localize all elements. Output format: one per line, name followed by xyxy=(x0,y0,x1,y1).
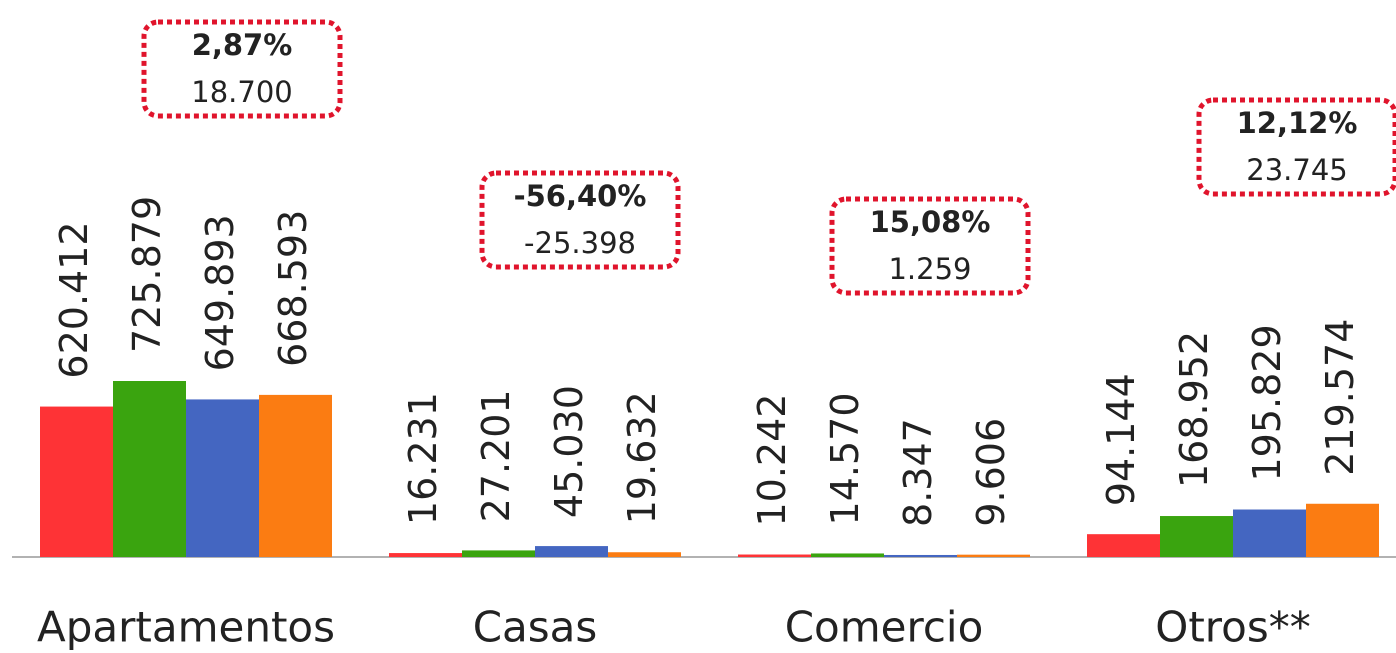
annotation-change: -25.398 xyxy=(524,226,636,260)
value-label: 14.570 xyxy=(823,392,867,525)
bar xyxy=(40,406,113,557)
bar xyxy=(957,554,1030,557)
value-label: 649.893 xyxy=(198,214,242,371)
annotation-pct: -56,40% xyxy=(514,179,647,213)
value-label: 16.231 xyxy=(401,392,445,525)
annotation-change: 1.259 xyxy=(888,252,971,286)
bar xyxy=(608,552,681,557)
bar xyxy=(389,553,462,557)
value-label: 620.412 xyxy=(52,221,96,378)
value-label: 219.574 xyxy=(1318,319,1362,476)
bar xyxy=(738,554,811,557)
annotation-change: 18.700 xyxy=(191,75,292,109)
annotation-box xyxy=(1196,97,1396,197)
bar xyxy=(1087,534,1160,557)
bar xyxy=(113,381,186,557)
value-label: 668.593 xyxy=(271,210,315,367)
bar xyxy=(811,553,884,557)
value-label: 195.829 xyxy=(1245,324,1289,481)
category-label: Casas xyxy=(473,603,598,652)
bar xyxy=(884,554,957,557)
value-label: 10.242 xyxy=(750,394,794,527)
bar xyxy=(186,399,259,557)
value-label: 9.606 xyxy=(969,418,1013,527)
value-label: 725.879 xyxy=(125,196,169,353)
bar xyxy=(1160,516,1233,557)
value-label: 45.030 xyxy=(547,385,591,518)
bar xyxy=(1233,509,1306,557)
annotation-pct: 15,08% xyxy=(870,205,991,239)
annotation-pct: 2,87% xyxy=(192,28,293,62)
bar xyxy=(1306,503,1379,557)
annotation-pct: 12,12% xyxy=(1237,106,1358,140)
category-label: Apartamentos xyxy=(37,603,335,652)
annotation-box xyxy=(141,19,343,119)
category-label: Otros** xyxy=(1155,603,1310,652)
value-label: 94.144 xyxy=(1099,373,1143,506)
value-label: 168.952 xyxy=(1172,331,1216,488)
value-label: 27.201 xyxy=(474,389,518,522)
annotation-box xyxy=(479,170,681,270)
bar xyxy=(462,550,535,557)
annotation-change: 23.745 xyxy=(1246,153,1347,187)
annotation-box xyxy=(829,196,1031,296)
value-label: 19.632 xyxy=(620,391,664,524)
category-label: Comercio xyxy=(785,603,984,652)
bar xyxy=(259,394,332,557)
value-label: 8.347 xyxy=(896,418,940,527)
bar xyxy=(535,546,608,557)
